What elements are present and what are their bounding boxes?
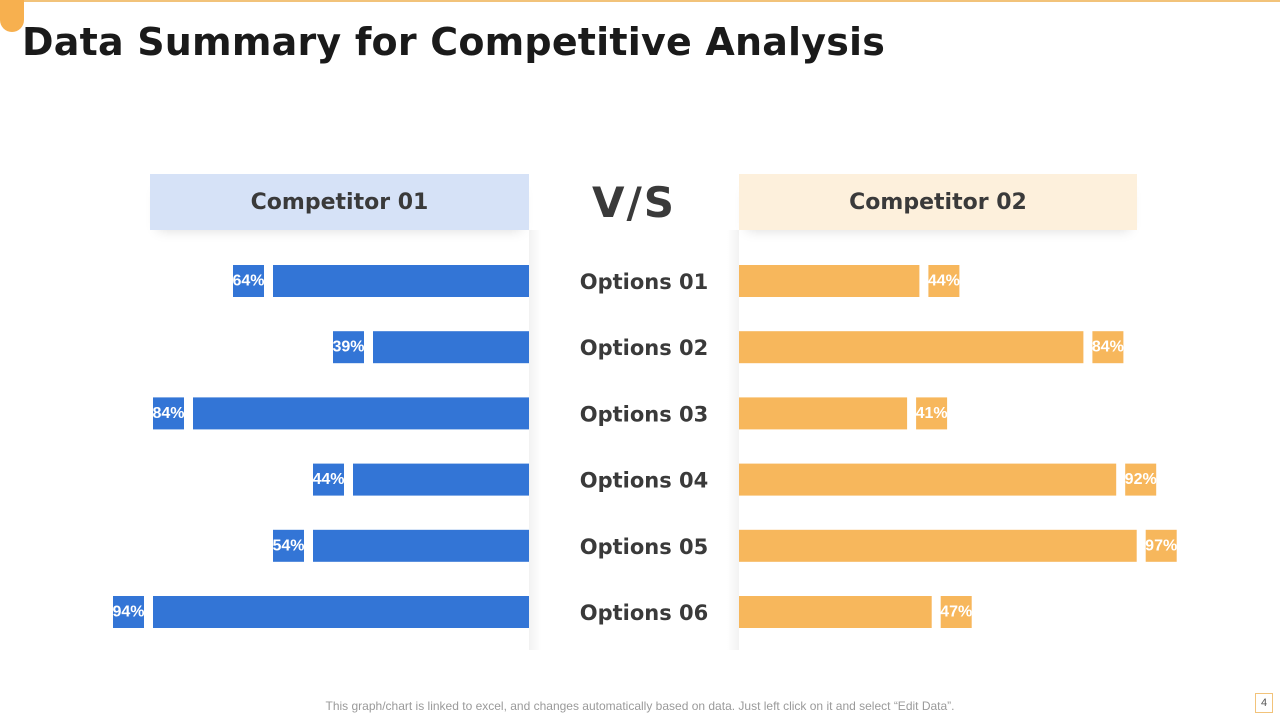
- competitor-01-bar-4: [353, 463, 529, 496]
- competitor-01-label-box-4: [313, 463, 344, 496]
- vs-label: V/S: [591, 177, 677, 227]
- competitor-02-label-box-4: [1125, 463, 1157, 496]
- competitor-02-data-label-4: 92%: [1125, 471, 1157, 488]
- competitor-01-bar-5: [313, 529, 529, 562]
- category-label-4: Options 04: [580, 469, 709, 493]
- competitor-02-label-box-6: [940, 596, 972, 628]
- competitor-01-bar-1: [273, 265, 529, 297]
- competitor-02-bar-5: [739, 529, 1137, 562]
- slide-title: Data Summary for Competitive Analysis: [22, 20, 886, 64]
- competitor-02-label-box-3: [916, 397, 948, 430]
- competitor-02-label-box-1: [928, 265, 960, 297]
- corner-accent-tab: [0, 0, 24, 32]
- competitor-02-data-label-2: 84%: [1092, 339, 1124, 356]
- competitor-01-bar-2: [373, 331, 529, 364]
- competitor-02-label-box-2: [1092, 331, 1124, 364]
- competitor-01-bar-6: [153, 596, 529, 628]
- competitor-02-bar-2: [739, 331, 1084, 364]
- competitor-01-label-box-5: [273, 529, 304, 562]
- competitor-01-label-box-1: [233, 265, 264, 297]
- page-number: 4: [1255, 693, 1273, 713]
- center-column-shadow-right: [727, 230, 739, 650]
- competitor-02-header: Competitor 02: [739, 174, 1137, 230]
- competitor-02-data-label-5: 97%: [1145, 537, 1177, 554]
- competitor-02-label-box-5: [1145, 529, 1177, 562]
- competitor-02-label: Competitor 02: [849, 189, 1027, 215]
- competitor-02-bar-3: [739, 397, 908, 430]
- competitor-01-data-label-4: 44%: [312, 471, 344, 488]
- competitor-01-data-label-3: 84%: [152, 405, 184, 422]
- competitor-01-bar-3: [193, 397, 529, 430]
- competitor-01-data-label-1: 64%: [232, 273, 264, 290]
- competitor-01-data-label-2: 39%: [332, 339, 364, 356]
- category-label-1: Options 01: [580, 270, 709, 294]
- category-label-5: Options 05: [580, 535, 709, 559]
- category-label-3: Options 03: [580, 402, 709, 426]
- competitor-01-label-box-6: [113, 596, 144, 628]
- competitor-02-bar-1: [739, 265, 920, 297]
- competitor-02-data-label-1: 44%: [928, 273, 960, 290]
- competitor-01-header: Competitor 01: [150, 174, 529, 230]
- competitor-01-label: Competitor 01: [250, 189, 429, 215]
- top-accent-line: [20, 0, 1280, 2]
- footnote: This graph/chart is linked to excel, and…: [325, 699, 955, 713]
- competitor-02-bar-4: [739, 463, 1117, 496]
- competitor-01-label-box-2: [333, 331, 364, 364]
- competitor-01-label-box-3: [153, 397, 184, 430]
- center-column-shadow-left: [529, 230, 541, 650]
- competitor-02-data-label-3: 41%: [916, 405, 948, 422]
- category-label-6: Options 06: [580, 601, 709, 625]
- competitor-02-bar-6: [739, 596, 932, 628]
- category-label-2: Options 02: [580, 336, 709, 360]
- competitor-02-data-label-6: 47%: [940, 604, 972, 621]
- competitor-01-data-label-6: 94%: [112, 604, 144, 621]
- competitor-01-data-label-5: 54%: [272, 537, 304, 554]
